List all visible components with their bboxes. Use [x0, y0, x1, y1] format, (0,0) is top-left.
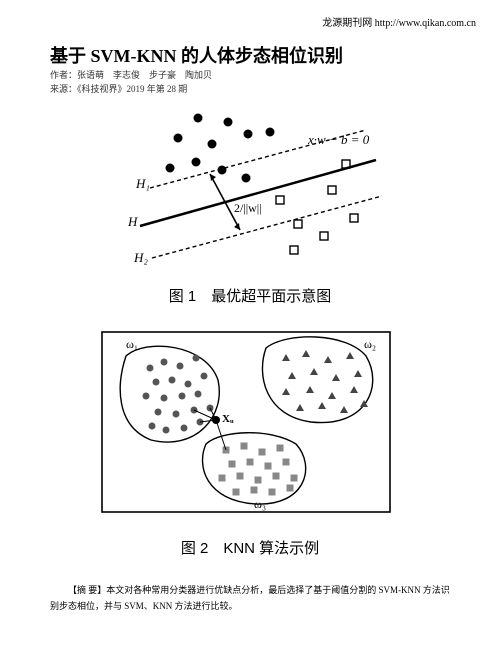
svg-text:H: H	[127, 214, 138, 229]
authors-line: 作者：张语萌 李志俊 步子豪 陶加贝	[50, 68, 212, 81]
svg-text:ω₁: ω₁	[126, 337, 138, 351]
svg-text:ω₃: ω₃	[254, 497, 266, 511]
svg-text:Xᵤ: Xᵤ	[222, 413, 234, 425]
figure-2-svg: Xᵤ ω₁ ω₂ ω₃	[90, 320, 410, 530]
header-site-label: 龙源期刊网	[322, 18, 372, 29]
figure-1-svg: H₁ H H₂ 2/||w|| x·w − b = 0	[90, 100, 410, 278]
svg-text:H₁: H₁	[135, 176, 150, 191]
svg-text:x·w − b = 0: x·w − b = 0	[307, 132, 370, 147]
header-url: http://www.qikan.com.cn	[375, 18, 476, 29]
figure-1: H₁HH₂2/||w||x·w − b = 0 图 1 最优超平面示意图	[90, 100, 410, 300]
source-line: 来源：《科技视界》2019 年第 28 期	[50, 82, 187, 95]
header-source: 龙源期刊网 http://www.qikan.com.cn	[322, 14, 476, 29]
figure-2-caption: 图 2 KNN 算法示例	[90, 537, 410, 558]
figure-2: Xᵤ ω₁ ω₂ ω₃ 图 2 KNN 算法示例	[90, 320, 410, 556]
svg-text:2/||w||: 2/||w||	[234, 201, 262, 215]
figure-1-caption: 图 1 最优超平面示意图	[90, 285, 410, 306]
page-title: 基于 SVM-KNN 的人体步态相位识别	[50, 42, 343, 68]
abstract: 【摘 要】本文对各种常用分类器进行优缺点分析，最后选择了基于阈值分割的 SVM-…	[50, 582, 452, 614]
svg-text:ω₂: ω₂	[364, 337, 376, 351]
svg-text:H₂: H₂	[133, 250, 148, 265]
